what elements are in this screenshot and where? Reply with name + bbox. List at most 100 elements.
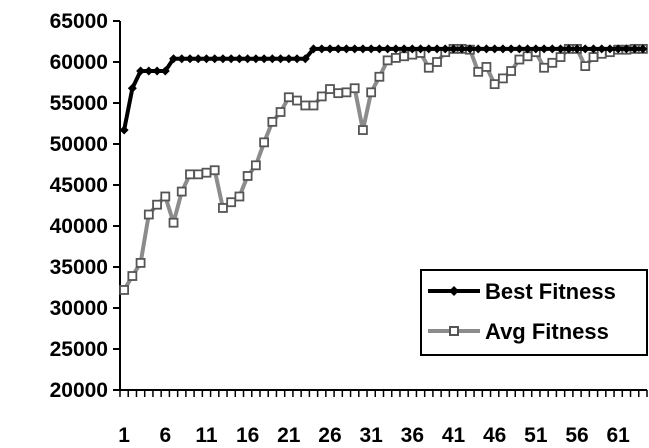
avg-fitness-point bbox=[333, 88, 344, 99]
x-tick-label: 36 bbox=[401, 424, 424, 447]
avg-fitness-point bbox=[588, 52, 599, 62]
x-tick-label: 51 bbox=[524, 424, 548, 447]
best-fitness-point bbox=[391, 44, 401, 54]
series-layer bbox=[119, 43, 648, 295]
best-fitness-point bbox=[416, 44, 426, 54]
avg-fitness-point bbox=[218, 203, 228, 213]
avg-fitness-point bbox=[201, 167, 212, 178]
y-tick-label: 40000 bbox=[50, 215, 108, 238]
best-fitness-point bbox=[572, 44, 582, 54]
avg-fitness-point bbox=[193, 169, 204, 180]
best-fitness-point bbox=[300, 54, 310, 64]
best-fitness-point bbox=[465, 44, 475, 54]
best-fitness-point bbox=[383, 44, 393, 54]
x-tick-label: 21 bbox=[277, 424, 301, 447]
best-fitness-point bbox=[564, 44, 574, 54]
avg-fitness-point bbox=[382, 55, 393, 66]
legend: Best Fitness Avg Fitness bbox=[420, 269, 648, 356]
avg-fitness-point bbox=[242, 171, 253, 181]
y-tick-label: 60000 bbox=[50, 51, 108, 74]
avg-fitness-point bbox=[308, 100, 319, 111]
best-fitness-point bbox=[366, 44, 376, 54]
y-tick-label: 55000 bbox=[50, 92, 108, 115]
best-fitness-point bbox=[309, 44, 319, 54]
x-tick-label: 16 bbox=[236, 424, 259, 447]
legend-label-best-fitness: Best Fitness bbox=[485, 279, 616, 304]
avg-fitness-point bbox=[514, 54, 525, 65]
best-fitness-point bbox=[119, 125, 129, 135]
best-fitness-point bbox=[152, 66, 162, 76]
x-tick-label: 56 bbox=[565, 424, 588, 447]
best-fitness-point bbox=[218, 54, 228, 64]
x-tick-label: 1 bbox=[118, 424, 130, 447]
x-tick-label: 46 bbox=[483, 424, 506, 447]
avg-fitness-point bbox=[209, 165, 220, 176]
avg-fitness-point bbox=[539, 62, 549, 73]
avg-fitness-point bbox=[473, 66, 484, 77]
best-fitness-point bbox=[448, 44, 458, 54]
best-fitness-point bbox=[457, 44, 467, 54]
x-tick-label: 26 bbox=[318, 424, 341, 447]
avg-fitness-point bbox=[358, 125, 368, 135]
avg-fitness-point bbox=[390, 53, 401, 63]
best-fitness-point bbox=[234, 54, 244, 64]
avg-fitness-point bbox=[399, 51, 409, 62]
best-fitness-point bbox=[201, 54, 211, 64]
avg-fitness-point bbox=[152, 199, 162, 210]
x-tick-label: 6 bbox=[159, 424, 171, 447]
best-fitness-point bbox=[160, 66, 170, 76]
best-fitness-point bbox=[317, 44, 327, 54]
best-fitness-point bbox=[473, 44, 483, 54]
y-tick-label: 45000 bbox=[50, 174, 108, 197]
best-fitness-point bbox=[597, 44, 607, 54]
best-fitness-point bbox=[481, 44, 491, 54]
best-fitness-point bbox=[638, 44, 648, 54]
avg-fitness-point bbox=[497, 73, 508, 84]
series-best-fitness bbox=[119, 44, 648, 135]
best-fitness-point bbox=[144, 66, 154, 76]
best-fitness-point bbox=[498, 44, 508, 54]
avg-fitness-point bbox=[300, 100, 311, 111]
best-fitness-point bbox=[621, 44, 631, 54]
y-tick-label: 50000 bbox=[50, 133, 108, 156]
avg-fitness-point bbox=[176, 186, 187, 197]
best-fitness-point bbox=[613, 44, 623, 54]
best-fitness-point bbox=[136, 66, 146, 76]
avg-fitness-point bbox=[283, 92, 294, 103]
avg-fitness-point bbox=[316, 91, 327, 102]
best-fitness-point bbox=[341, 44, 351, 54]
best-fitness-point bbox=[440, 44, 450, 54]
best-fitness-point bbox=[539, 44, 549, 54]
best-fitness-point bbox=[588, 44, 598, 54]
best-fitness-point bbox=[490, 44, 500, 54]
best-fitness-point bbox=[284, 54, 294, 64]
y-tick-label: 25000 bbox=[50, 338, 108, 361]
avg-fitness-point bbox=[481, 62, 492, 72]
best-fitness-point bbox=[580, 44, 590, 54]
avg-fitness-point bbox=[234, 191, 245, 202]
best-fitness-point bbox=[374, 44, 384, 54]
series-avg-fitness bbox=[119, 43, 648, 295]
avg-fitness-point bbox=[292, 95, 302, 106]
avg-fitness-point bbox=[547, 57, 558, 68]
avg-fitness-point bbox=[423, 62, 434, 73]
avg-fitness-point bbox=[143, 209, 154, 220]
best-fitness-point bbox=[251, 54, 261, 64]
best-fitness-point bbox=[325, 44, 335, 54]
legend-label-avg-fitness: Avg Fitness bbox=[485, 319, 609, 344]
best-fitness-point bbox=[243, 54, 253, 64]
y-tick-label: 35000 bbox=[50, 256, 108, 279]
x-tick-label: 31 bbox=[359, 424, 383, 447]
best-fitness-point bbox=[259, 54, 269, 64]
avg-fitness-point bbox=[168, 217, 179, 228]
x-tick-label: 41 bbox=[442, 424, 466, 447]
y-tick-label: 20000 bbox=[50, 379, 108, 402]
best-fitness-point bbox=[424, 44, 434, 54]
y-tick-label: 65000 bbox=[50, 10, 108, 33]
best-fitness-point bbox=[531, 44, 541, 54]
avg-fitness-point bbox=[555, 52, 566, 62]
best-fitness-point bbox=[267, 54, 277, 64]
avg-fitness-point bbox=[250, 160, 261, 171]
avg-fitness-point bbox=[275, 107, 286, 117]
